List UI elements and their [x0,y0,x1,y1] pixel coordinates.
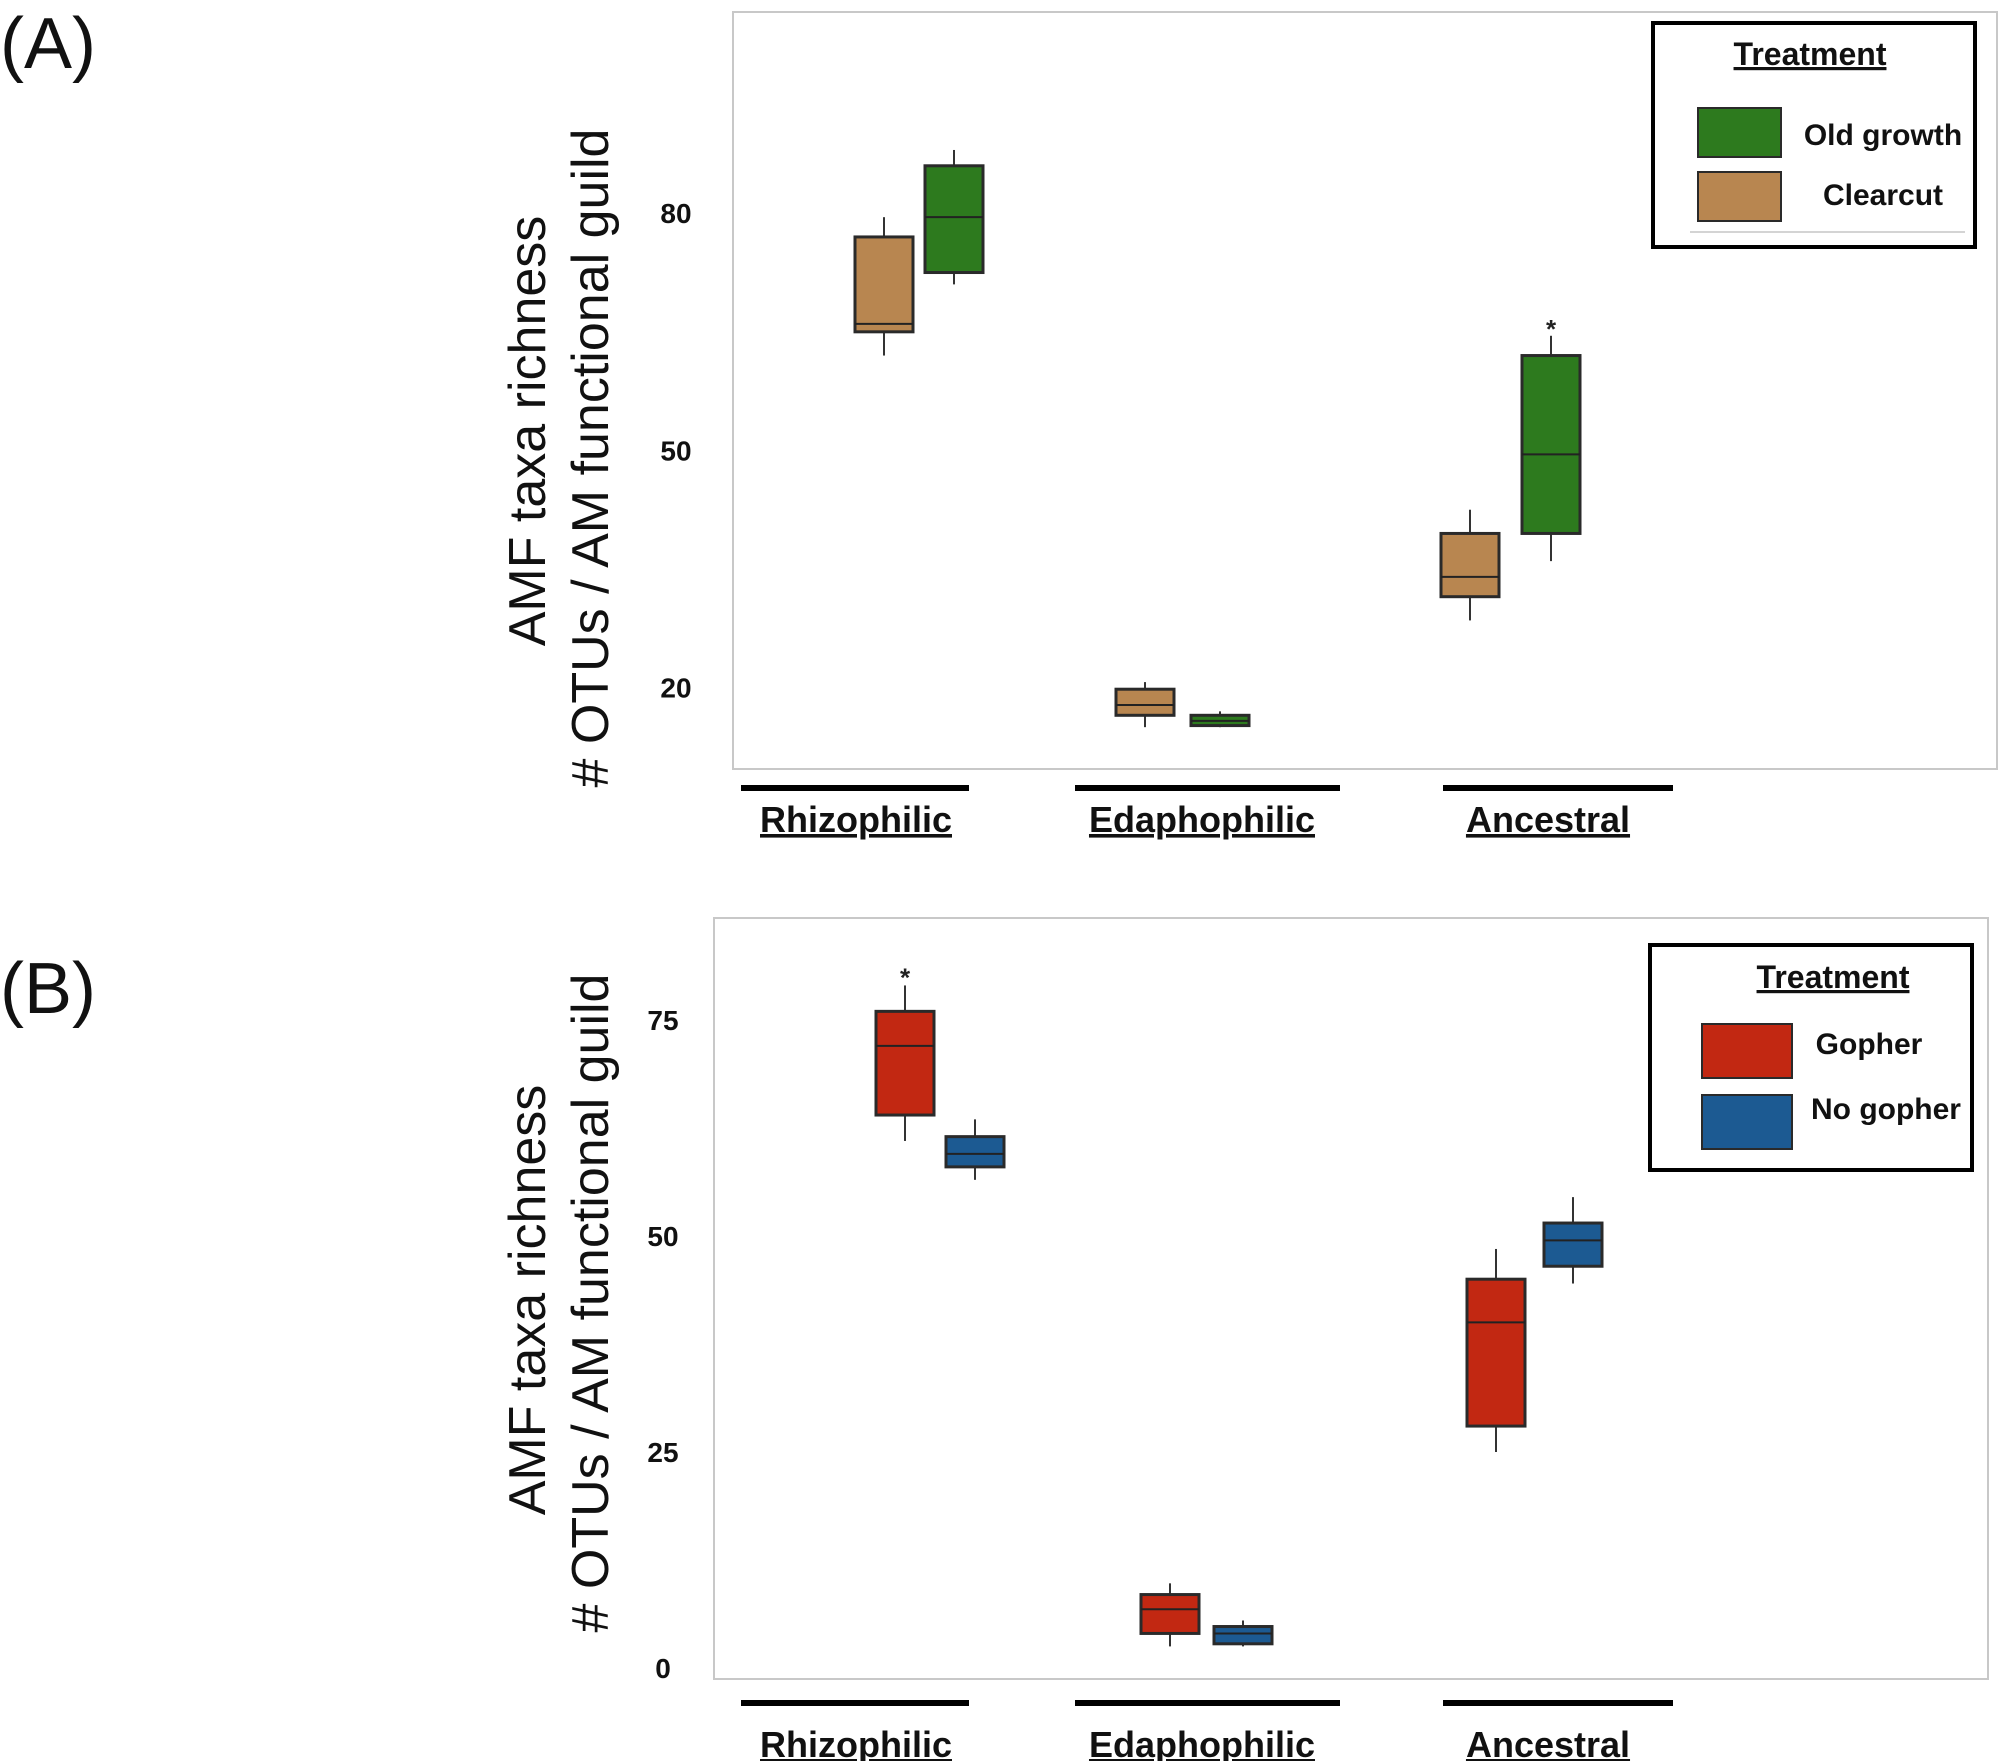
panel-a-rhizophilic-old-growth-box [923,164,985,275]
panel-b-ytick-50: 50 [647,1221,678,1252]
panel-b-y-ticks: 0 25 50 75 [647,1005,678,1684]
panel-a-label: (A) [0,4,96,84]
panel-a-ytick-80: 80 [660,198,691,229]
panel-a-ancestral-clearcut-box [1439,531,1501,599]
panel-b-rhizophilic-gopher-outlier: * [900,962,911,992]
panel-b-ytick-75: 75 [647,1005,678,1036]
panel-b-rhizophilic-gopher-box [874,1009,936,1117]
panel-b-edaphophilic-gopher-box [1139,1593,1201,1635]
panel-a-ytick-20: 20 [660,673,691,704]
panel-b: (B) AMF taxa richness # OTUs / AM functi… [0,917,1989,1761]
panel-b-legend-title: Treatment [1757,959,1910,995]
panel-a-ancestral-old-growth-box [1520,354,1582,535]
panel-a-legend-swatch-clearcut [1697,171,1782,222]
panel-a-plot-frame [732,11,1998,770]
panel-a-y-ticks: 20 50 80 [660,198,691,703]
panel-b-ancestral-gopher-box [1465,1277,1527,1428]
panel-b-ylabel-line2: # OTUs / AM functional guild [562,974,620,1633]
panel-a-ylabel-line2: # OTUs / AM functional guild [562,129,620,788]
panel-b-rhizophilic-no-gopher-box [944,1135,1006,1169]
panel-a-category-label-edaphophilic: Edaphophilic [1089,799,1315,840]
panel-b-ancestral-no-gopher-box [1542,1221,1604,1268]
panel-a-categories: Rhizophilic Edaphophilic Ancestral [741,785,1673,840]
panel-b-category-label-ancestral: Ancestral [1466,1724,1630,1761]
panel-a-ytick-50: 50 [660,435,691,466]
panel-b-legend: Treatment Gopher No gopher [1648,943,1974,1172]
panel-b-edaphophilic-no-gopher-box [1212,1625,1274,1646]
panel-a-boxes: * [853,149,1582,728]
panel-b-ytick-0: 0 [655,1653,671,1684]
panel-a-edaphophilic-clearcut-box [1114,687,1176,717]
panel-b-legend-swatch-gopher [1701,1023,1793,1079]
panel-a-legend-label-clearcut: Clearcut [1823,179,1943,212]
panel-b-ylabel-line1: AMF taxa richness [499,1085,557,1516]
panel-a-legend-title: Treatment [1734,36,1887,72]
panel-a-ancestral-old-growth-outlier: * [1546,314,1557,344]
panel-a-legend-swatch-old-growth [1697,107,1782,158]
panel-a: (A) AMF taxa richness # OTUs / AM functi… [0,4,1998,840]
panel-b-boxes: * [874,962,1604,1647]
panel-a-ylabel-line1: AMF taxa richness [499,216,557,647]
panel-b-plot-frame [713,917,1989,1680]
panel-b-legend-label-no-gopher: No gopher [1811,1093,1961,1126]
panel-a-rhizophilic-clearcut-box [853,235,915,334]
panel-a-legend: Treatment Old growth Clearcut [1651,21,1977,249]
panel-a-category-label-rhizophilic: Rhizophilic [760,799,952,840]
panel-b-ytick-25: 25 [647,1437,678,1468]
panel-b-legend-label-gopher: Gopher [1816,1028,1923,1061]
panel-b-category-label-edaphophilic: Edaphophilic [1089,1724,1315,1761]
panel-b-categories: Rhizophilic Edaphophilic Ancestral [741,1700,1673,1761]
panel-a-category-label-ancestral: Ancestral [1466,799,1630,840]
panel-b-category-label-rhizophilic: Rhizophilic [760,1724,952,1761]
panel-b-label: (B) [0,949,96,1029]
panel-b-legend-swatch-no-gopher [1701,1094,1793,1150]
panel-a-legend-label-old-growth: Old growth [1804,119,1962,152]
